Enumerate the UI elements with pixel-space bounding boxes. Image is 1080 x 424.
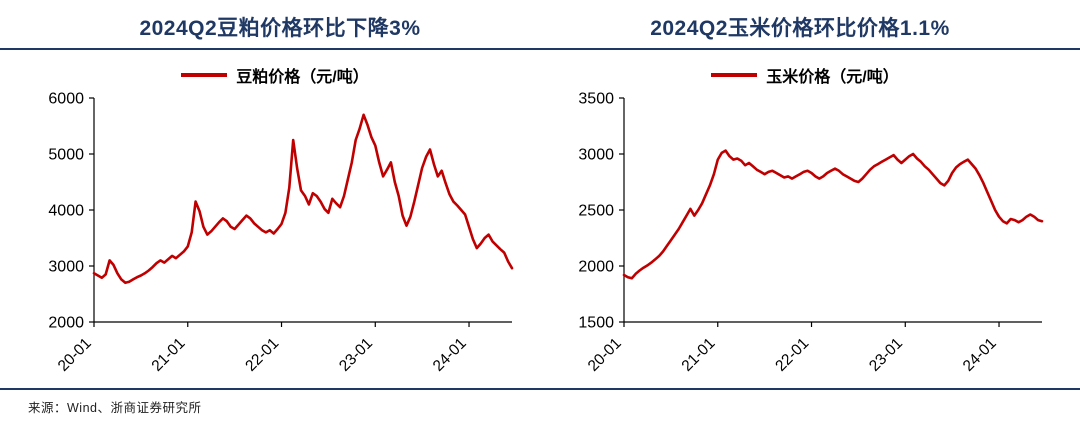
svg-text:4000: 4000 [48, 203, 84, 220]
svg-text:24-01: 24-01 [430, 335, 470, 375]
svg-text:24-01: 24-01 [960, 335, 1000, 375]
source-text: 来源：Wind、浙商证券研究所 [28, 401, 202, 415]
red-line-legend-icon [711, 73, 758, 77]
soymeal-chart-title: 2024Q2豆粕价格环比下降3% [139, 17, 421, 40]
soymeal-legend: 豆粕价格（元/吨） [10, 62, 540, 88]
soymeal-price-line-chart: 2000 3000 4000 5000 6000 20-01 21-01 22-01 23-01… [48, 91, 514, 375]
soymeal-chart-panel: 豆粕价格（元/吨） 2000 3000 4000 5000 6000 20-01 21-01… [10, 54, 540, 388]
svg-text:3000: 3000 [578, 147, 614, 164]
svg-text:3000: 3000 [48, 259, 84, 276]
svg-text:23-01: 23-01 [866, 335, 906, 375]
corn-price-line-chart: 1500 2000 2500 3000 3500 20-01 21-01 22-01 23-01… [578, 91, 1044, 375]
svg-text:21-01: 21-01 [679, 335, 719, 375]
svg-text:2000: 2000 [578, 259, 614, 276]
svg-text:2500: 2500 [578, 203, 614, 220]
svg-text:23-01: 23-01 [336, 335, 376, 375]
red-line-legend-icon [181, 73, 228, 77]
svg-text:22-01: 22-01 [772, 335, 812, 375]
corn-legend-label: 玉米价格（元/吨） [766, 69, 899, 86]
svg-text:2000: 2000 [48, 315, 84, 332]
svg-text:21-01: 21-01 [149, 335, 189, 375]
top-divider [0, 48, 1080, 50]
svg-text:6000: 6000 [48, 91, 84, 108]
soymeal-legend-label: 豆粕价格（元/吨） [236, 69, 369, 86]
svg-text:5000: 5000 [48, 147, 84, 164]
corn-legend: 玉米价格（元/吨） [540, 62, 1070, 88]
titles-row: 2024Q2豆粕价格环比下降3% 2024Q2玉米价格环比价格1.1% [0, 0, 1080, 48]
bottom-divider [0, 388, 1080, 390]
charts-row: 豆粕价格（元/吨） 2000 3000 4000 5000 6000 20-01 21-01… [0, 50, 1080, 388]
svg-text:3500: 3500 [578, 91, 614, 108]
corn-chart-panel: 玉米价格（元/吨） 1500 2000 2500 3000 3500 20-01 21-01… [540, 54, 1070, 388]
corn-chart-title: 2024Q2玉米价格环比价格1.1% [650, 17, 950, 40]
svg-text:20-01: 20-01 [55, 335, 95, 375]
svg-text:1500: 1500 [578, 315, 614, 332]
svg-text:20-01: 20-01 [585, 335, 625, 375]
bottom-divider-wrap [0, 388, 1080, 390]
svg-text:22-01: 22-01 [242, 335, 282, 375]
